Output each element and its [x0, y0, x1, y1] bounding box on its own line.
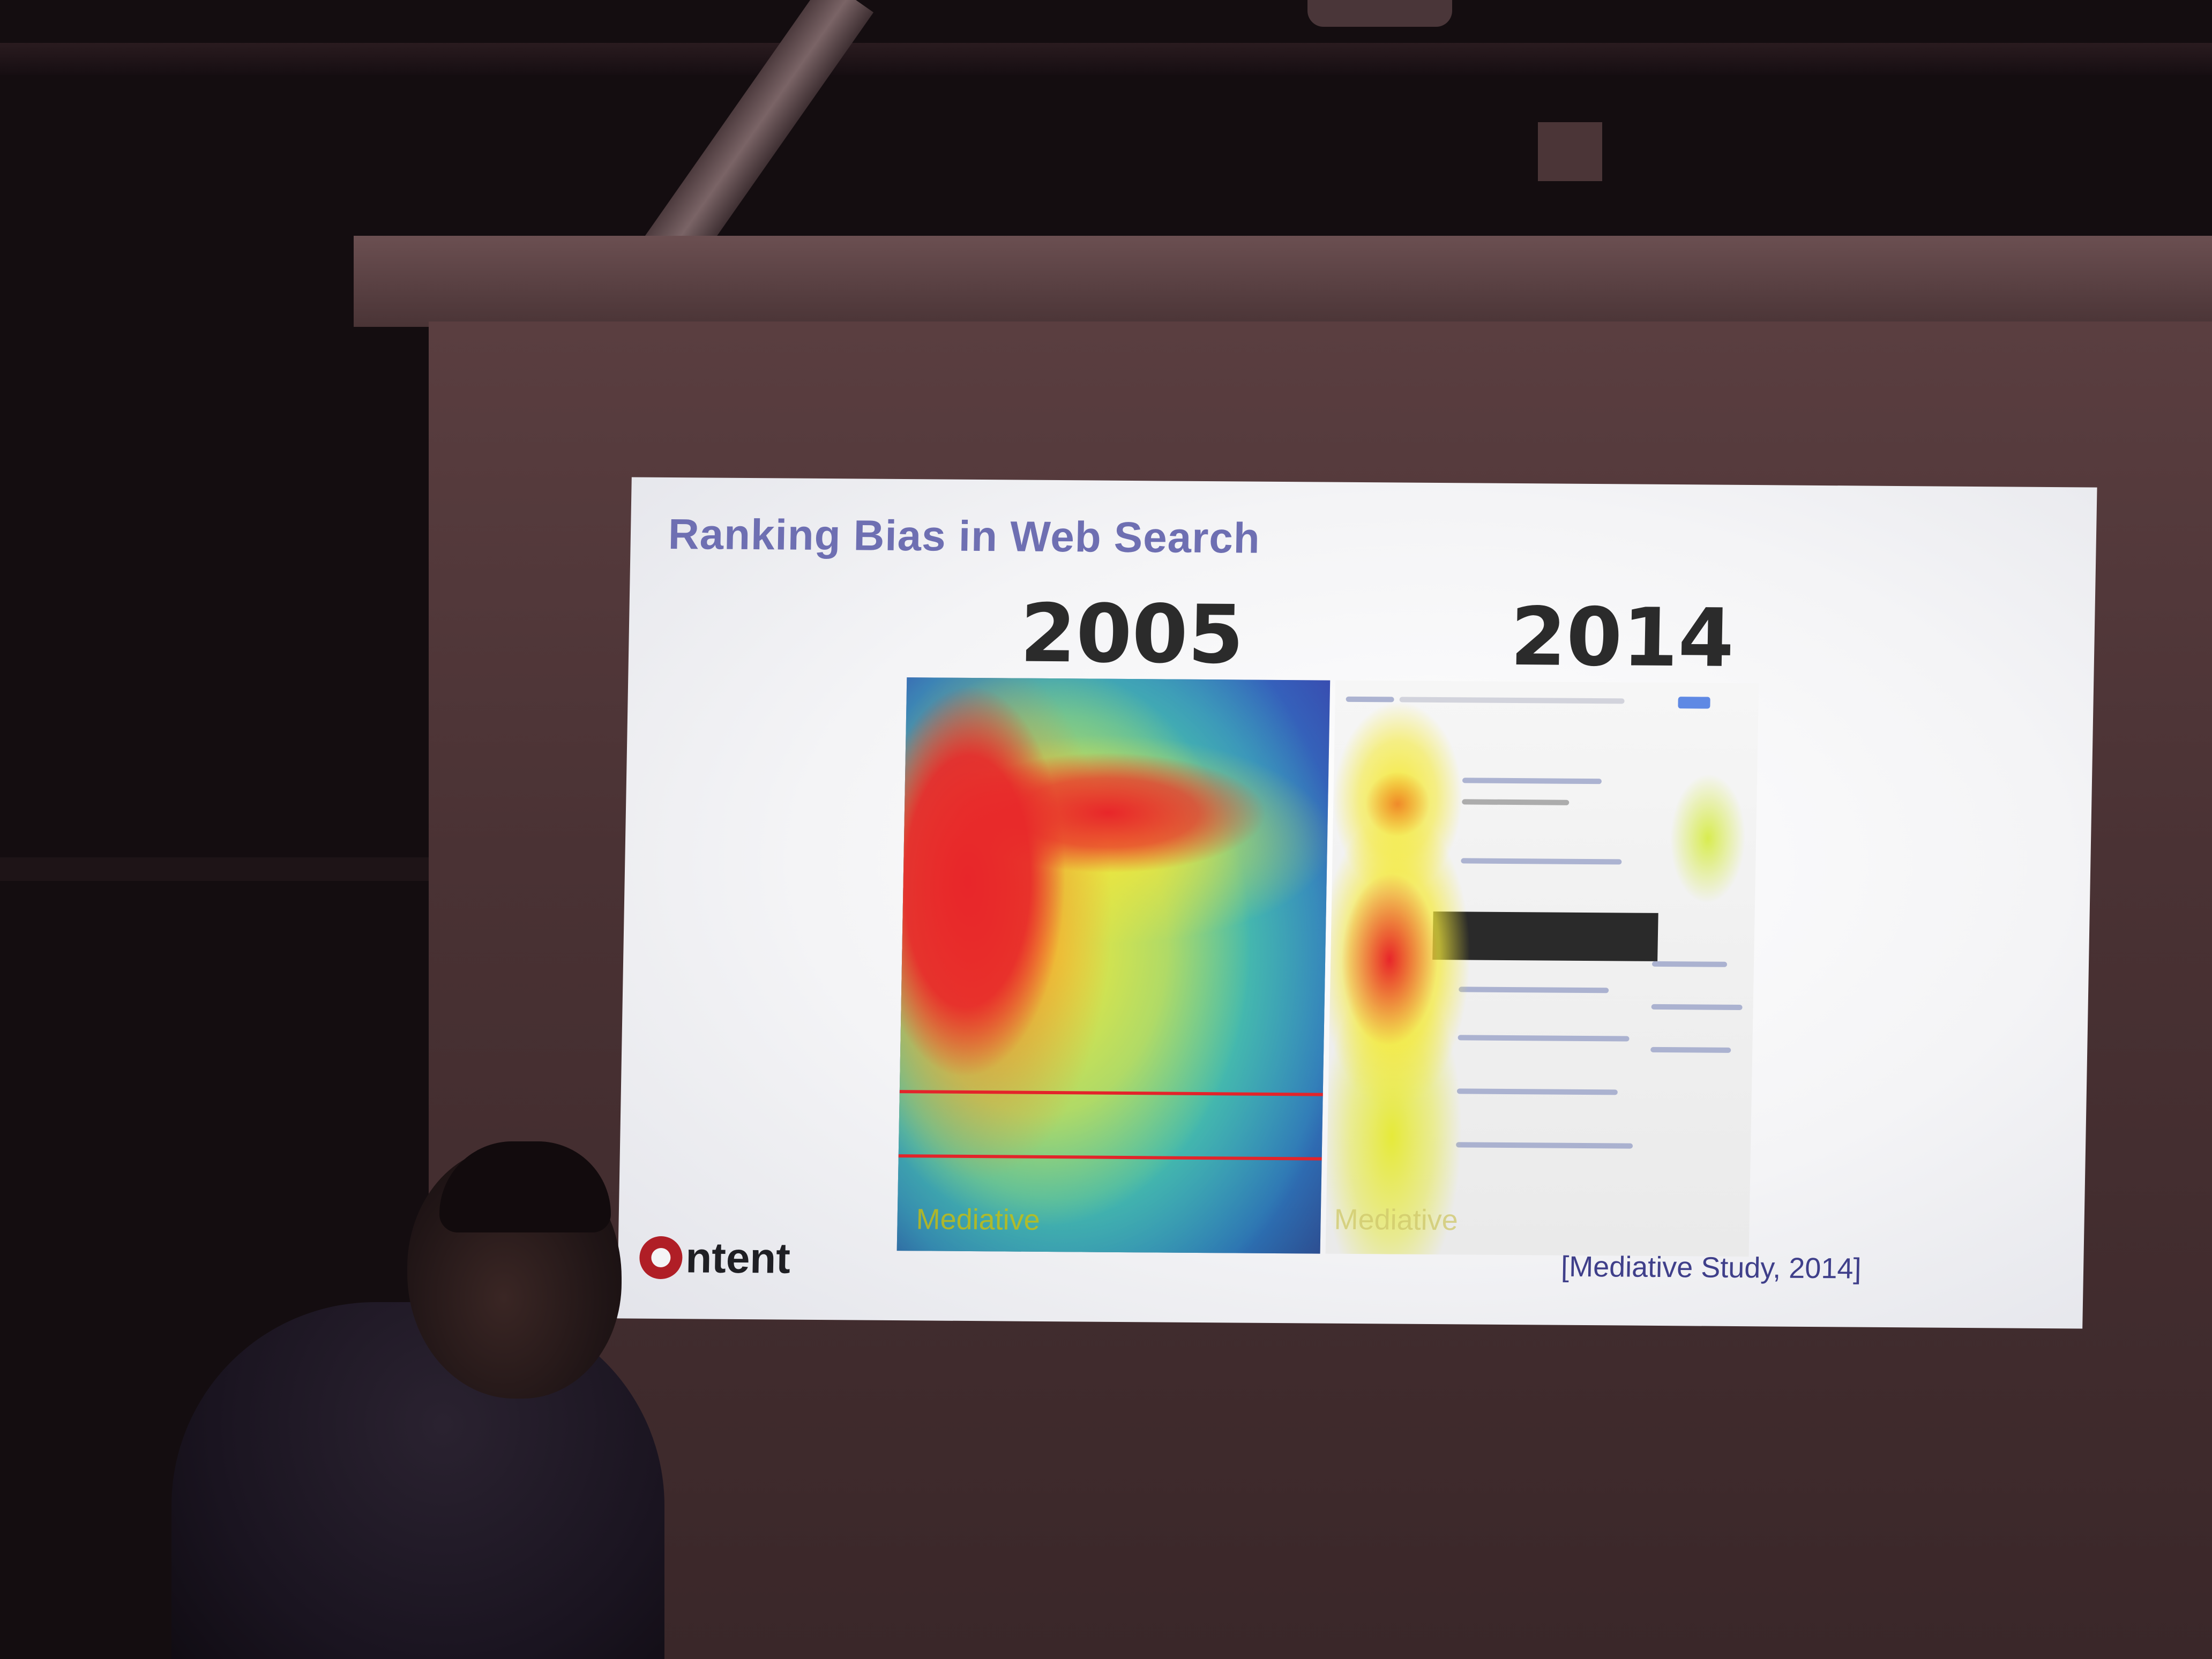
heatmap-watermark: Mediative	[1334, 1203, 1459, 1237]
heatmap-2005: Mediative	[896, 677, 1331, 1254]
slide-title: Ranking Bias in Web Search	[668, 510, 1261, 562]
ceiling-light	[1307, 0, 1452, 27]
projected-slide: Ranking Bias in Web Search 2005 2014 Med…	[617, 477, 2097, 1329]
presenter-hair	[439, 1141, 611, 1232]
year-label-2014: 2014	[1509, 590, 1735, 685]
fold-line	[899, 1090, 1323, 1096]
ceiling-mount-box	[1538, 122, 1602, 181]
ceiling-beam	[0, 43, 2212, 75]
ntent-logo: ntent	[639, 1233, 791, 1283]
heatmap-glow	[1325, 680, 1759, 1257]
heatmap-watermark: Mediative	[916, 1203, 1041, 1236]
year-label-2005: 2005	[1019, 587, 1245, 682]
logo-badge-icon	[639, 1236, 683, 1280]
fold-line	[898, 1154, 1322, 1161]
logo-text: ntent	[685, 1234, 791, 1282]
heatmap-2014: Mediative	[1325, 680, 1759, 1257]
wall-rail	[0, 857, 482, 881]
screen-housing	[354, 236, 2212, 327]
citation: [Mediative Study, 2014]	[1560, 1250, 1862, 1285]
